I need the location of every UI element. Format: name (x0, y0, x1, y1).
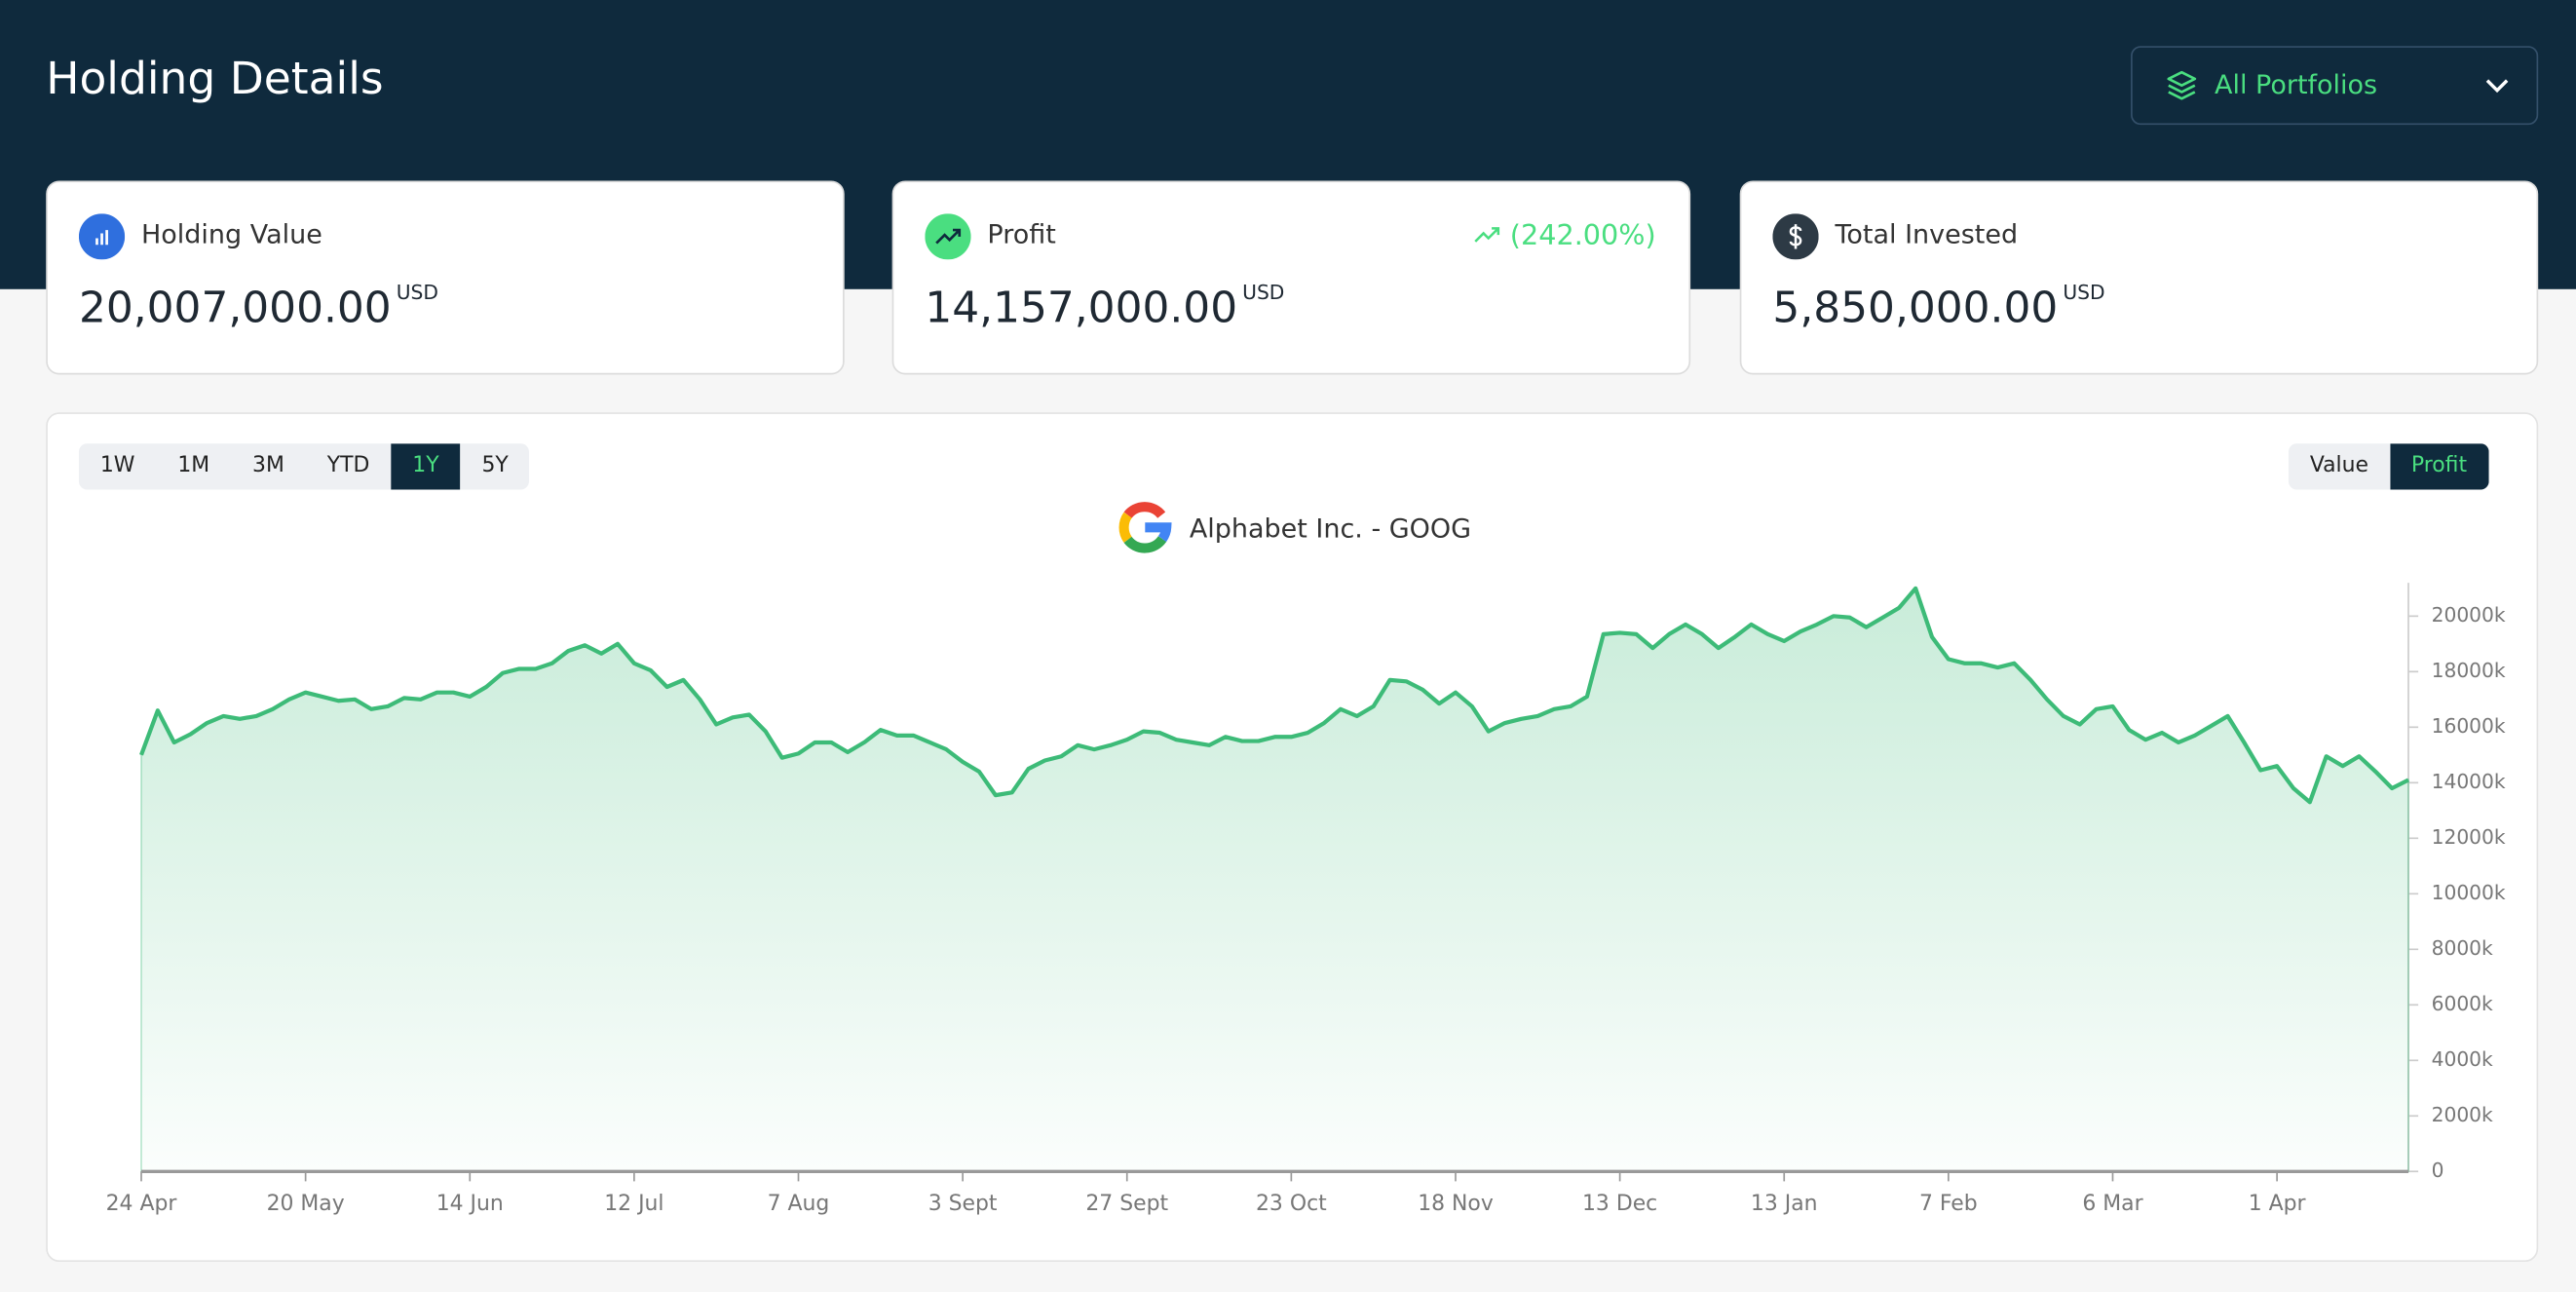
y-tick-label: 16000k (2432, 714, 2506, 738)
card-icon (1772, 213, 1819, 260)
y-tick-label: 20000k (2432, 603, 2506, 627)
mode-button[interactable]: Profit (2389, 443, 2488, 490)
mode-button[interactable]: Value (2309, 453, 2369, 478)
y-tick-label: 8000k (2432, 936, 2493, 960)
card-label: Total Invested (1835, 218, 2019, 250)
x-tick-label: 23 Oct (1256, 1192, 1327, 1216)
x-tick-label: 3 Sept (928, 1192, 998, 1216)
x-tick-label: 12 Jul (604, 1192, 663, 1216)
area (140, 587, 2409, 1173)
x-tick-label: 7 Aug (768, 1192, 830, 1216)
y-tick-label: 0 (2432, 1159, 2444, 1182)
y-tick-label: 12000k (2432, 825, 2506, 849)
card-icon (78, 213, 126, 260)
period-button[interactable]: 1W (99, 453, 135, 478)
unit: USD (2063, 281, 2105, 304)
x-tick-label: 6 Mar (2082, 1192, 2142, 1216)
period-button[interactable]: 1Y (391, 443, 461, 490)
profit-card: Profit (242.00%) 14,157,000.00 USD (891, 180, 1691, 375)
period-button[interactable]: YTD (326, 453, 370, 478)
y-tick-label: 10000k (2432, 881, 2506, 904)
amount: 5,850,000.00 (1772, 284, 2059, 334)
y-tick-label: 6000k (2432, 992, 2493, 1015)
trend-icon (1474, 227, 1500, 243)
card-label: Holding Value (141, 218, 322, 250)
layers-icon (2167, 70, 2197, 100)
unit: USD (1242, 281, 1285, 304)
card-value: 5,850,000.00 USD (1772, 281, 2104, 333)
unit: USD (396, 281, 438, 304)
period-button[interactable]: 1M (177, 453, 210, 478)
card-value: 20,007,000.00 USD (79, 281, 438, 333)
x-tick-label: 13 Jan (1751, 1192, 1818, 1216)
y-tick-label: 18000k (2432, 659, 2506, 682)
line (139, 586, 2409, 805)
card-value: 14,157,000.00 USD (925, 281, 1284, 333)
card-icon (925, 213, 971, 260)
amount: 14,157,000.00 (925, 284, 1238, 334)
x-tick-label: 14 Jun (436, 1192, 504, 1216)
google-logo (1118, 502, 1172, 553)
period-selector: 1W 1M 3M YTD 1Y 5Y (78, 443, 530, 490)
period-button[interactable]: 3M (252, 453, 284, 478)
change: (242.00%) (1474, 220, 1656, 253)
chevron-icon (2485, 79, 2509, 94)
invested-card: Total Invested 5,850,000.00 USD (1739, 180, 2539, 375)
mode-selector: Value Profit (2288, 443, 2488, 490)
y-tick-label: 14000k (2432, 770, 2506, 793)
period-button[interactable]: 5Y (481, 453, 509, 478)
x-tick-label: 7 Feb (1919, 1192, 1978, 1216)
y-tick-label: 4000k (2432, 1047, 2493, 1071)
chart-title: Alphabet Inc. - GOOG (1189, 512, 1472, 544)
page-title: Holding Details (46, 54, 384, 105)
y-tick-label: 2000k (2432, 1103, 2493, 1126)
x-tick-label: 27 Sept (1085, 1192, 1168, 1216)
change-text: (242.00%) (1509, 219, 1656, 253)
amount: 20,007,000.00 (78, 284, 392, 334)
portfolio-select[interactable]: All Portfolios (2131, 46, 2539, 126)
x-tick-label: 24 Apr (106, 1192, 177, 1216)
x-tick-label: 13 Dec (1582, 1192, 1657, 1216)
x-tick-label: 1 Apr (2249, 1192, 2306, 1216)
portfolio-label: All Portfolios (2215, 68, 2378, 100)
holding-card: Holding Value 20,007,000.00 USD (46, 180, 845, 375)
card-label: Profit (987, 218, 1056, 250)
x-tick-label: 20 May (267, 1192, 345, 1216)
x-tick-label: 18 Nov (1418, 1192, 1494, 1216)
chart-header: Alphabet Inc. - GOOG (1118, 500, 1471, 555)
